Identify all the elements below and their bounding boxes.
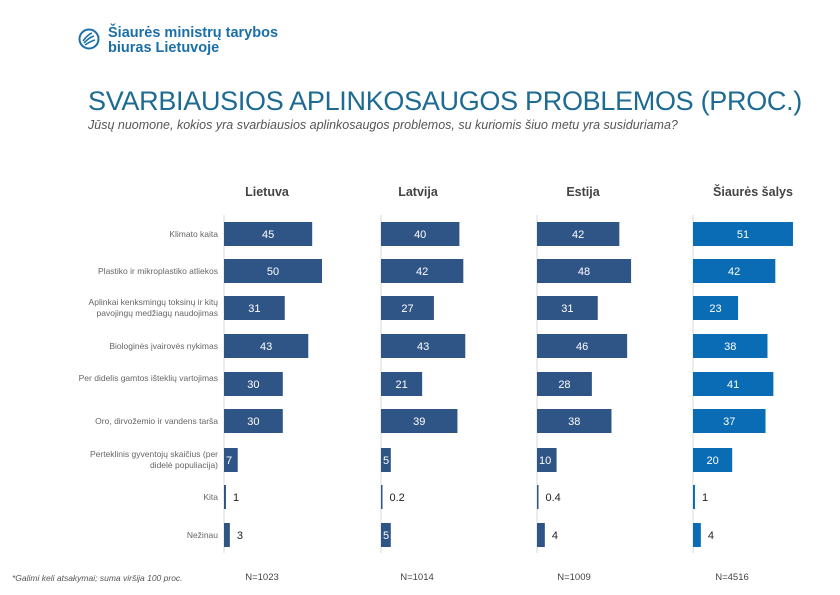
data-label: 38 bbox=[724, 341, 736, 353]
bar bbox=[381, 259, 464, 283]
data-label: 30 bbox=[247, 416, 259, 428]
category-label: Plastiko ir mikroplastiko atliekos bbox=[98, 265, 218, 276]
sample-size-latvija: N=1014 bbox=[400, 572, 434, 583]
nordic-swan-icon bbox=[78, 28, 100, 50]
data-label: 43 bbox=[260, 341, 272, 353]
bar bbox=[381, 448, 391, 472]
data-label: 27 bbox=[401, 303, 413, 315]
org-name-line2: biuras Lietuvoje bbox=[108, 40, 220, 56]
organization-logo: Šiaurės ministrų tarybos biuras Lietuvoj… bbox=[78, 26, 278, 56]
data-label: 41 bbox=[727, 379, 739, 391]
data-label: 4 bbox=[708, 530, 714, 542]
column-header-latvija: Latvija bbox=[398, 185, 438, 199]
data-label: 0.2 bbox=[390, 492, 405, 504]
column-header-lietuva: Lietuva bbox=[245, 185, 289, 199]
bar bbox=[224, 259, 322, 283]
bar bbox=[693, 296, 739, 320]
data-label: 37 bbox=[723, 416, 735, 428]
data-label: 51 bbox=[737, 229, 749, 241]
category-label: Klimato kaita bbox=[169, 228, 218, 239]
data-label: 20 bbox=[706, 455, 718, 467]
bar bbox=[381, 409, 458, 433]
data-label: 42 bbox=[416, 266, 428, 278]
bar bbox=[537, 372, 592, 396]
data-label: 42 bbox=[572, 229, 584, 241]
data-label: 28 bbox=[558, 379, 570, 391]
bar bbox=[693, 372, 774, 396]
category-label: Aplinkai kenksmingų toksinų ir kitų pavo… bbox=[88, 297, 218, 318]
bar bbox=[381, 523, 391, 547]
sample-size-estija: N=1009 bbox=[557, 572, 591, 583]
data-label: 39 bbox=[413, 416, 425, 428]
bar bbox=[381, 222, 460, 246]
page-subtitle: Jūsų nuomone, kokios yra svarbiausios ap… bbox=[88, 118, 678, 132]
bar bbox=[693, 485, 695, 509]
data-label: 10 bbox=[539, 455, 551, 467]
sample-size-siaures-salys: N=4516 bbox=[715, 572, 749, 583]
data-label: 43 bbox=[417, 341, 429, 353]
data-label: 50 bbox=[267, 266, 279, 278]
bar bbox=[381, 296, 434, 320]
data-label: 46 bbox=[576, 341, 588, 353]
category-label: Biologinės įvairovės nykimas bbox=[109, 340, 218, 351]
data-label: 5 bbox=[383, 530, 389, 542]
bar bbox=[693, 334, 768, 358]
data-label: 0.4 bbox=[546, 492, 561, 504]
bar bbox=[537, 448, 557, 472]
data-label: 31 bbox=[248, 303, 260, 315]
data-label: 38 bbox=[568, 416, 580, 428]
bar bbox=[693, 523, 701, 547]
category-label: Nežinau bbox=[186, 529, 218, 540]
data-label: 5 bbox=[383, 455, 389, 467]
org-name-line1: Šiaurės ministrų tarybos bbox=[108, 25, 279, 41]
data-label: 3 bbox=[237, 530, 243, 542]
bar bbox=[537, 222, 620, 246]
data-label: 40 bbox=[414, 229, 426, 241]
bar bbox=[381, 334, 466, 358]
bar bbox=[693, 448, 733, 472]
data-label: 45 bbox=[262, 229, 274, 241]
bar bbox=[381, 485, 383, 509]
bar bbox=[537, 296, 598, 320]
bar bbox=[224, 448, 238, 472]
data-label: 21 bbox=[395, 379, 407, 391]
column-header-estija: Estija bbox=[566, 185, 600, 199]
data-label: 31 bbox=[561, 303, 573, 315]
data-label: 4 bbox=[552, 530, 558, 542]
bar bbox=[537, 523, 545, 547]
bar bbox=[381, 372, 423, 396]
bar bbox=[537, 485, 539, 509]
bar bbox=[693, 222, 793, 246]
footnote: *Galimi keli atsakymai; suma viršija 100… bbox=[12, 573, 183, 583]
category-label: Per didelis gamtos išteklių vartojimas bbox=[78, 373, 218, 383]
data-label: 7 bbox=[226, 455, 232, 467]
bar bbox=[224, 334, 309, 358]
bar bbox=[224, 485, 226, 509]
data-label: 1 bbox=[233, 492, 239, 504]
category-label: Kita bbox=[203, 491, 218, 502]
category-label: Perteklinis gyventojų skaičius (per dide… bbox=[89, 449, 218, 470]
page-title: SVARBIAUSIOS APLINKOSAUGOS PROBLEMOS (PR… bbox=[88, 86, 802, 116]
bar bbox=[537, 259, 632, 283]
category-label: Oro, dirvožemio ir vandens tarša bbox=[95, 415, 218, 426]
data-label: 30 bbox=[247, 379, 259, 391]
data-label: 48 bbox=[578, 266, 590, 278]
bar bbox=[224, 372, 283, 396]
bar bbox=[693, 259, 776, 283]
data-label: 1 bbox=[702, 492, 708, 504]
data-label: 42 bbox=[728, 266, 740, 278]
sample-size-lietuva: N=1023 bbox=[245, 572, 279, 583]
bar bbox=[224, 409, 283, 433]
bar bbox=[537, 334, 628, 358]
bar bbox=[224, 222, 313, 246]
bar bbox=[537, 409, 612, 433]
bar bbox=[224, 523, 230, 547]
bar bbox=[224, 296, 285, 320]
data-label: 23 bbox=[709, 303, 721, 315]
bar bbox=[693, 409, 766, 433]
column-header-siaures-salys: Šiaurės šalys bbox=[713, 185, 793, 199]
